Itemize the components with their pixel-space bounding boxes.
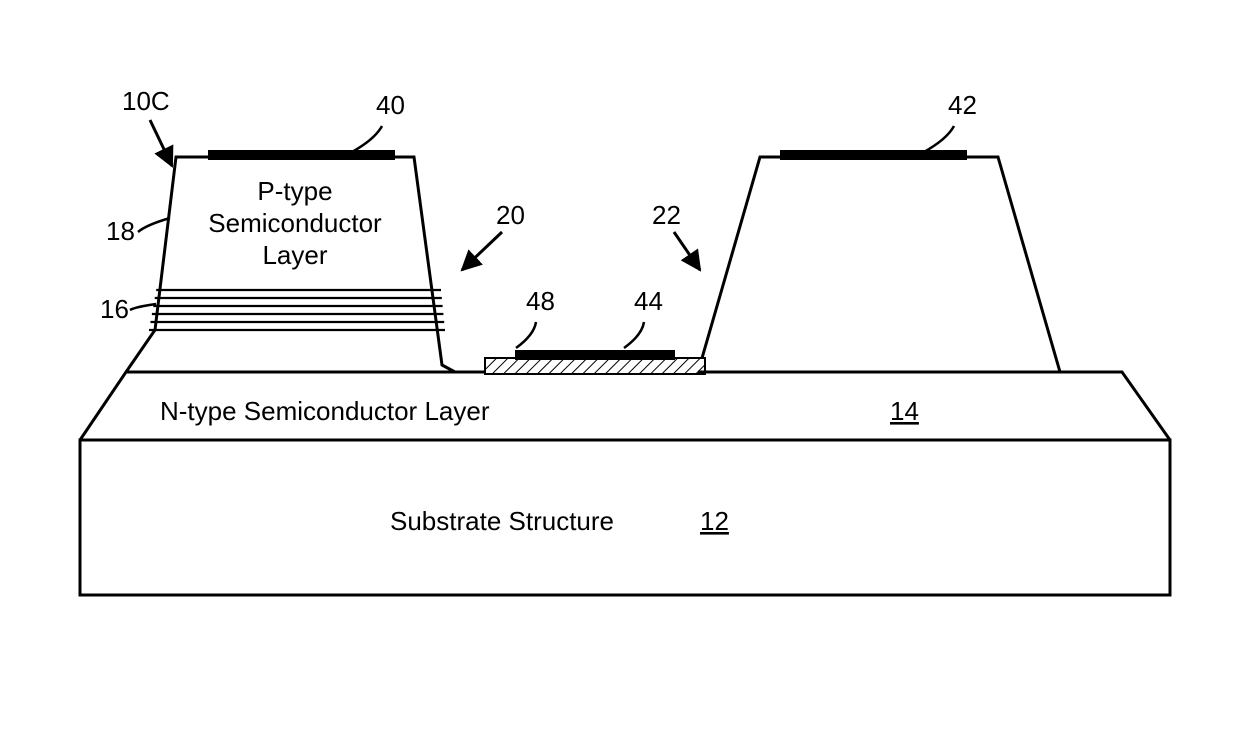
- n-type-label: N-type Semiconductor Layer: [160, 396, 490, 426]
- right-mesa-outline: [698, 157, 1060, 372]
- contact-42: [780, 150, 967, 160]
- callout-arrow-20: [462, 232, 502, 270]
- contact-48-hatched: [485, 358, 705, 374]
- n-type-ref: 14: [890, 396, 919, 426]
- callout-16: 16: [100, 294, 129, 324]
- callout-20: 20: [496, 200, 525, 230]
- contact-40: [208, 150, 395, 160]
- substrate-structure: [80, 440, 1170, 595]
- callout-arrow-22: [674, 232, 700, 270]
- callout-lead-40: [352, 126, 382, 152]
- callout-42: 42: [948, 90, 977, 120]
- callout-lead-18: [138, 218, 170, 232]
- callout-arrow-10C: [150, 120, 172, 166]
- callout-48: 48: [526, 286, 555, 316]
- contact-44: [515, 350, 675, 360]
- callout-40: 40: [376, 90, 405, 120]
- callout-lead-16: [130, 304, 156, 310]
- p-type-label-l2: Semiconductor: [208, 208, 382, 238]
- p-type-label-l3: Layer: [262, 240, 327, 270]
- callout-lead-48: [516, 322, 536, 348]
- substrate-ref: 12: [700, 506, 729, 536]
- callout-22: 22: [652, 200, 681, 230]
- active-region-lines: [149, 290, 445, 330]
- callout-44: 44: [634, 286, 663, 316]
- semiconductor-cross-section-diagram: P-typeSemiconductorLayer N-type Semicondu…: [0, 0, 1240, 740]
- p-type-label-l1: P-type: [257, 176, 332, 206]
- callout-lead-42: [924, 126, 954, 152]
- callout-18: 18: [106, 216, 135, 246]
- callout-10C: 10C: [122, 86, 170, 116]
- substrate-label: Substrate Structure: [390, 506, 614, 536]
- callout-lead-44: [624, 322, 644, 348]
